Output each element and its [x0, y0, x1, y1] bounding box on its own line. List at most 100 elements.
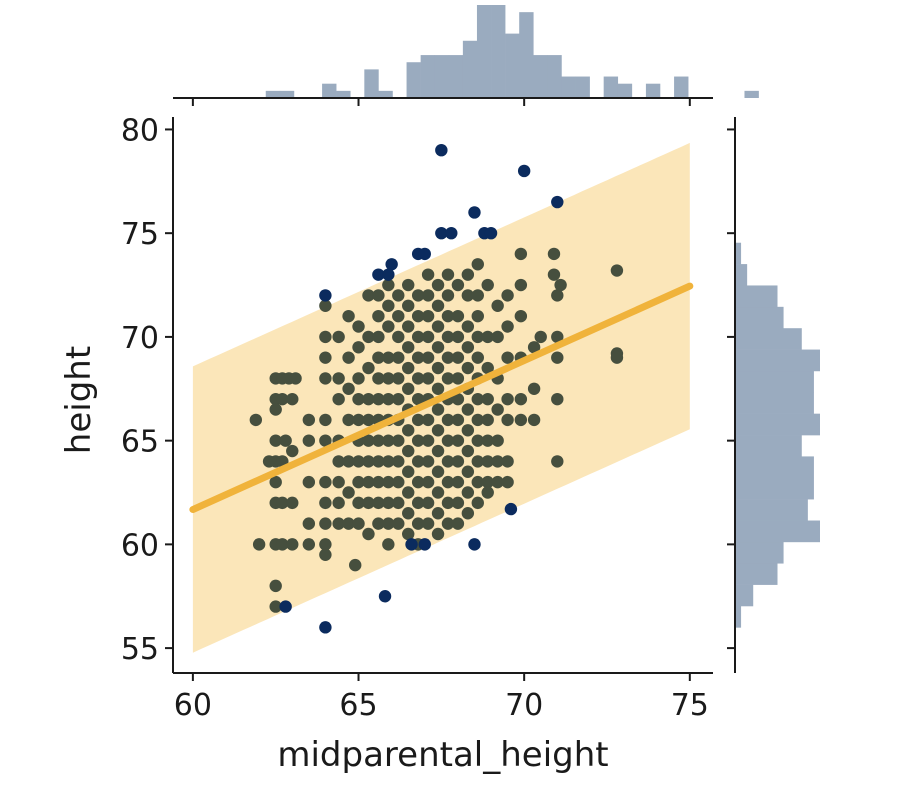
hist-bar	[378, 90, 393, 98]
hist-bar	[735, 584, 754, 607]
scatter-point	[441, 455, 455, 468]
scatter-point	[392, 517, 405, 530]
scatter-point	[411, 309, 425, 323]
scatter-point	[411, 413, 425, 427]
scatter-point	[421, 351, 435, 364]
scatter-point	[392, 434, 405, 447]
scatter-point	[332, 517, 345, 530]
scatter-point-outlier	[319, 289, 332, 302]
scatter-point	[362, 475, 375, 489]
hist-bar	[336, 90, 351, 98]
scatter-point	[471, 289, 484, 302]
scatter-point	[551, 455, 564, 468]
scatter-point	[276, 538, 289, 551]
scatter-point-outlier	[405, 538, 418, 551]
scatter-point	[302, 538, 316, 551]
hist-bar	[735, 499, 808, 521]
scatter-point-outlier	[382, 268, 395, 281]
scatter-point	[471, 258, 484, 271]
scatter-point	[527, 382, 541, 395]
hist-bar	[476, 5, 492, 98]
scatter-point	[527, 413, 541, 427]
scatter-point	[332, 330, 345, 344]
scatter-point	[481, 278, 494, 292]
scatter-point	[269, 475, 282, 489]
scatter-point	[352, 475, 365, 489]
scatter-point	[392, 392, 405, 406]
scatter-point	[352, 372, 365, 385]
scatter-point	[471, 392, 484, 406]
scatter-point	[527, 341, 541, 354]
scatter-point	[402, 382, 415, 395]
hist-bar	[735, 370, 814, 393]
scatter-point	[461, 444, 475, 458]
scatter-point	[382, 299, 395, 312]
scatter-point	[610, 351, 624, 364]
scatter-point-outlier	[504, 502, 518, 516]
scatter-point	[362, 289, 375, 302]
x-tick-label: 70	[505, 688, 543, 723]
hist-bar	[744, 90, 759, 98]
y-tick-label: 65	[121, 425, 159, 460]
scatter-point	[286, 444, 299, 458]
hist-bar	[462, 40, 478, 98]
scatter-point	[262, 455, 276, 468]
scatter-point	[514, 278, 528, 292]
hist-bar	[735, 413, 820, 436]
scatter-point	[319, 413, 332, 427]
scatter-point	[431, 486, 445, 499]
scatter-point	[501, 392, 514, 406]
hist-bar	[735, 435, 802, 457]
scatter-point	[382, 475, 395, 489]
scatter-point	[402, 507, 415, 520]
scatter-point	[451, 517, 465, 530]
hist-bar	[575, 76, 590, 98]
scatter-point	[382, 455, 395, 468]
scatter-point-outlier	[517, 164, 531, 178]
scatter-point	[372, 309, 385, 323]
scatter-point	[547, 247, 561, 261]
hist-bar	[735, 349, 820, 372]
main-plot-area	[189, 142, 694, 653]
scatter-point	[411, 330, 425, 344]
scatter-point	[319, 475, 332, 489]
hist-bar	[735, 605, 742, 628]
scatter-point	[392, 455, 405, 468]
scatter-point	[332, 496, 345, 510]
scatter-point	[534, 330, 547, 344]
scatter-point	[441, 309, 455, 323]
y-tick-label: 80	[121, 113, 159, 148]
scatter-inliers	[249, 247, 624, 613]
scatter-point	[372, 392, 385, 406]
scatter-point	[471, 309, 484, 323]
scatter-point	[402, 527, 415, 541]
scatter-point	[392, 309, 405, 323]
y-axis-label: height	[59, 346, 99, 454]
scatter-point	[431, 299, 445, 312]
scatter-point	[501, 289, 514, 302]
hist-bar	[735, 392, 814, 414]
scatter-point	[332, 475, 345, 489]
hist-bar	[279, 90, 295, 98]
scatter-point	[421, 434, 435, 447]
hist-bar	[645, 83, 661, 98]
scatter-point	[352, 455, 365, 468]
hist-bar	[735, 477, 814, 500]
scatter-point	[441, 351, 455, 364]
scatter-point	[514, 392, 528, 406]
hist-bar	[420, 55, 436, 98]
scatter-point	[382, 496, 395, 510]
scatter-point	[491, 475, 504, 489]
regression-line	[189, 282, 694, 514]
scatter-point	[342, 309, 355, 323]
scatter-point	[392, 372, 405, 385]
scatter-point	[319, 351, 332, 364]
scatter-point	[451, 330, 465, 344]
hist-bar	[735, 563, 778, 585]
scatter-point	[362, 330, 375, 344]
scatter-point	[431, 320, 445, 333]
scatter-point	[342, 486, 355, 499]
y-tick-label: 75	[121, 217, 159, 252]
scatter-point	[451, 309, 465, 323]
hist-bar	[265, 90, 281, 98]
